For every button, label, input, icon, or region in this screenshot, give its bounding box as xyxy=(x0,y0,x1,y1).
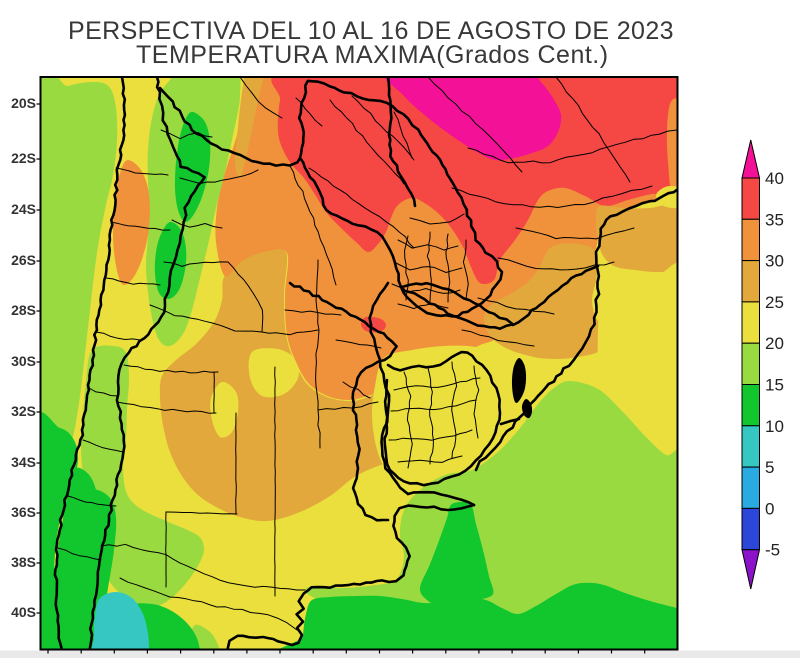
svg-text:34S: 34S xyxy=(11,454,36,470)
svg-text:40S: 40S xyxy=(11,604,36,620)
svg-text:TEMPERATURA MAXIMA(Grados Cent: TEMPERATURA MAXIMA(Grados Cent.) xyxy=(136,41,609,69)
svg-text:24S: 24S xyxy=(11,201,36,217)
svg-text:10: 10 xyxy=(765,417,784,436)
svg-text:-5: -5 xyxy=(765,541,780,560)
svg-text:22S: 22S xyxy=(11,150,36,166)
svg-text:PERSPECTIVA DEL 10 AL 16 DE AG: PERSPECTIVA DEL 10 AL 16 DE AGOSTO DE 20… xyxy=(68,17,674,45)
svg-text:26S: 26S xyxy=(11,252,36,268)
svg-text:0: 0 xyxy=(765,499,774,518)
svg-text:36S: 36S xyxy=(11,504,36,520)
svg-text:25: 25 xyxy=(765,293,784,312)
svg-text:30: 30 xyxy=(765,252,784,271)
svg-text:38S: 38S xyxy=(11,554,36,570)
svg-text:20: 20 xyxy=(765,334,784,353)
svg-text:30S: 30S xyxy=(11,353,36,369)
svg-text:40: 40 xyxy=(765,169,784,188)
svg-text:5: 5 xyxy=(765,458,774,477)
svg-text:28S: 28S xyxy=(11,302,36,318)
svg-text:20S: 20S xyxy=(11,95,36,111)
svg-text:32S: 32S xyxy=(11,403,36,419)
svg-text:35: 35 xyxy=(765,210,784,229)
svg-text:15: 15 xyxy=(765,376,784,395)
